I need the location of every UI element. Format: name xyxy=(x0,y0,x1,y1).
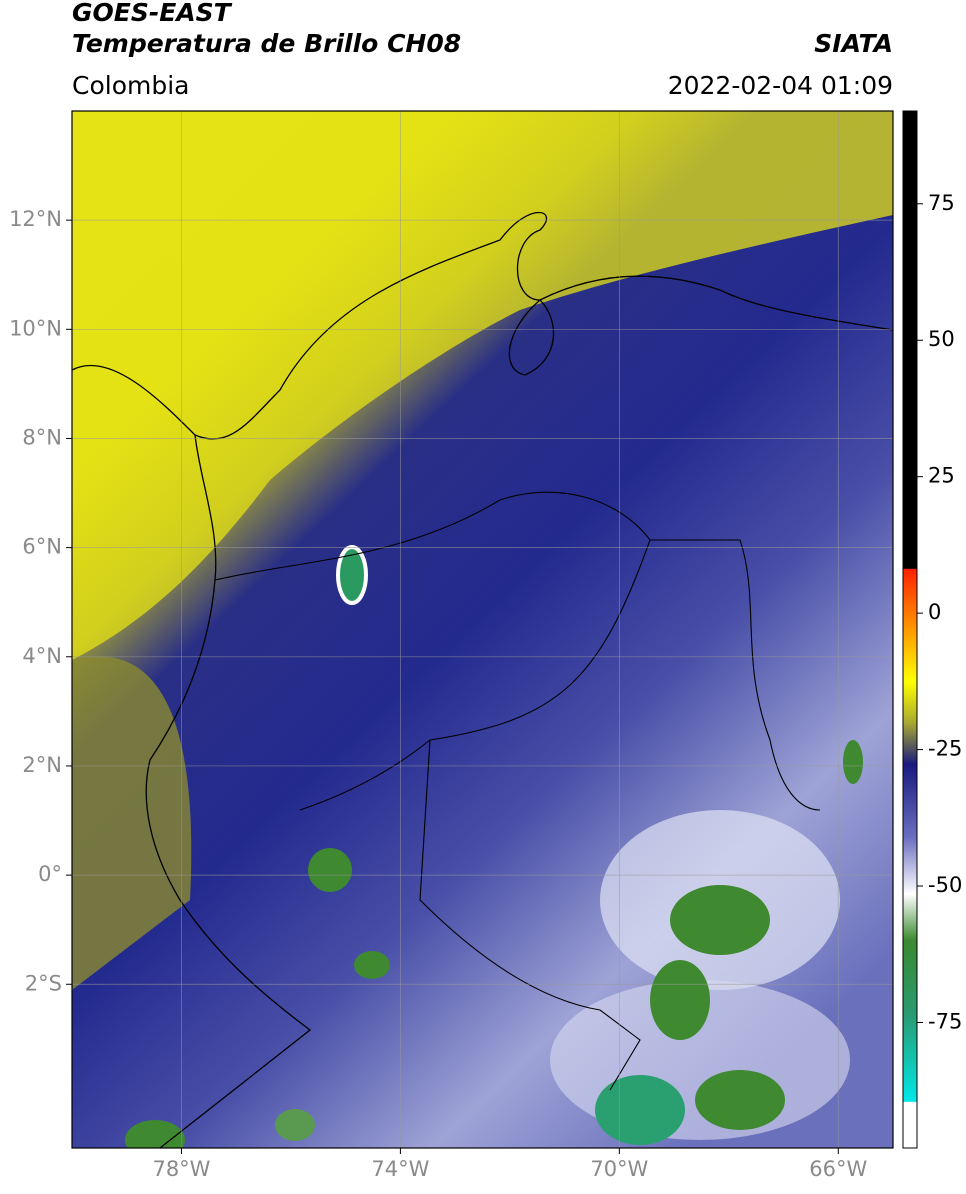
x-tick-label: 74°W xyxy=(371,1157,429,1181)
region: Colombia xyxy=(72,71,189,100)
y-tick-label: 4°N xyxy=(22,644,62,668)
grid xyxy=(72,111,893,1148)
y-tick-label: 8°N xyxy=(22,425,62,449)
cold-top xyxy=(354,951,390,979)
y-tick-label: 10°N xyxy=(9,316,62,340)
timestamp: 2022-02-04 01:09 xyxy=(668,71,893,100)
y-tick-label: 6°N xyxy=(22,535,62,559)
colorbar-tick-label: -75 xyxy=(928,1009,962,1033)
dry-region xyxy=(72,656,192,990)
cold-top xyxy=(275,1109,315,1141)
colorbar-tick-label: 0 xyxy=(928,600,941,624)
cold-top xyxy=(308,848,352,892)
colorbar-tick-label: -25 xyxy=(928,737,962,761)
colorbar-tick-label: 75 xyxy=(928,191,955,215)
cold-top xyxy=(125,1120,185,1148)
imagery xyxy=(72,111,893,1148)
cold-top xyxy=(843,740,863,784)
colorbar-tick-label: 50 xyxy=(928,327,955,351)
border xyxy=(214,491,821,1091)
y-tick-label: 12°N xyxy=(9,207,62,231)
y-tick-label: 0° xyxy=(38,862,62,886)
x-tick-label: 78°W xyxy=(152,1157,210,1181)
source: SIATA xyxy=(814,29,893,58)
y-tick-label: 2°S xyxy=(25,971,62,995)
cold-top xyxy=(595,1075,685,1145)
plot-frame xyxy=(71,110,894,1149)
dry-region xyxy=(72,111,893,660)
x-tick-label: 66°W xyxy=(809,1157,867,1181)
x-tick-label: 70°W xyxy=(590,1157,648,1181)
cold-top xyxy=(670,885,770,955)
cold-top xyxy=(336,545,368,605)
y-tick-label: 2°N xyxy=(22,753,62,777)
colorbar xyxy=(902,110,918,1149)
colorbar-tick-label: 25 xyxy=(928,464,955,488)
subtitle: Temperatura de Brillo CH08 xyxy=(72,29,461,58)
cold-top xyxy=(650,960,710,1040)
colorbar-tick-label: -50 xyxy=(928,873,962,897)
title: GOES-EAST xyxy=(72,0,233,27)
cold-top xyxy=(695,1070,785,1130)
